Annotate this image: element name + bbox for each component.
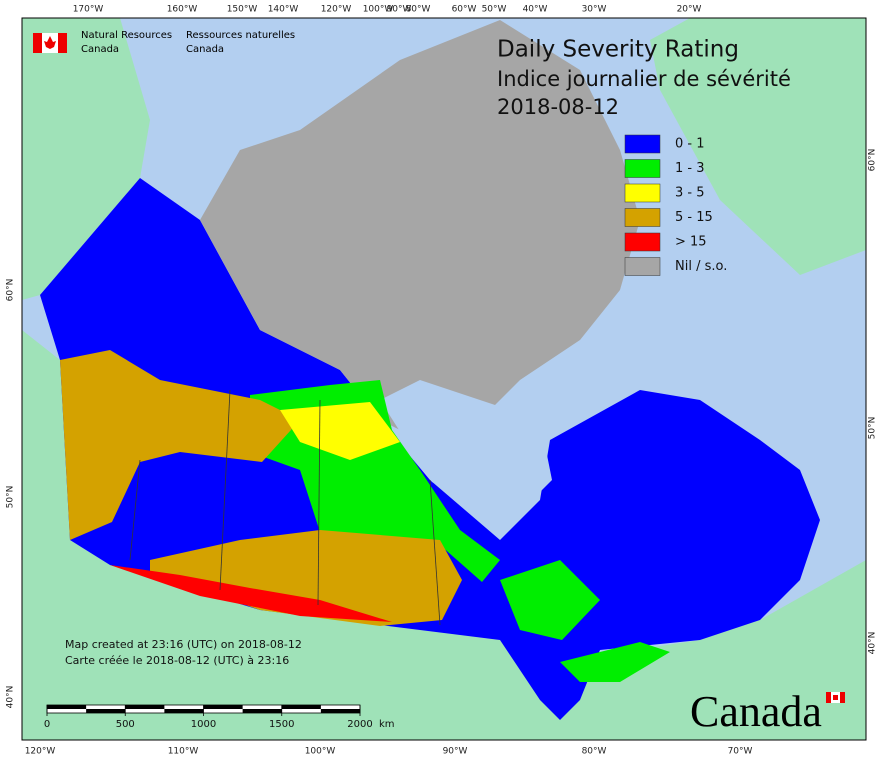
flag-bar — [58, 33, 67, 53]
flag-bar — [826, 692, 831, 703]
longitude-label: 90°W — [387, 5, 412, 15]
scale-bar-segment — [203, 705, 243, 709]
scale-tick-label: 2000 — [347, 719, 372, 730]
greenland — [650, 18, 866, 275]
scale-bar-segment — [47, 705, 87, 709]
org-name: Canada — [186, 44, 224, 55]
scale-bar: 0 500 1000 1500 2000 km — [44, 704, 395, 730]
scale-tick-label: 1500 — [269, 719, 294, 730]
nrcan-signature: Natural Resources Canada Ressources natu… — [33, 30, 295, 55]
region-yellow — [280, 402, 400, 460]
longitude-label: 40°W — [523, 5, 548, 15]
graticule-labels: 170°W 160°W 150°W 140°W 120°W 100°W90°W80°W 60… — [6, 5, 878, 757]
maple-leaf — [44, 36, 56, 49]
scale-tick-label: 500 — [116, 719, 135, 730]
scale-unit: km — [379, 719, 395, 730]
scale-bar-segment — [125, 705, 165, 709]
legend-label: 3 - 5 — [675, 186, 705, 201]
latitude-label: 60°N — [868, 149, 878, 172]
map-title: Indice journalier de sévérité — [497, 67, 791, 91]
legend-label: 5 - 15 — [675, 210, 713, 225]
longitude-label: 90°W — [443, 747, 468, 757]
arctic-nil — [200, 20, 640, 450]
scale-bar-segment — [320, 709, 360, 713]
province-borders — [317, 399, 321, 606]
flag-bar — [840, 692, 845, 703]
scale-bar-segment — [242, 709, 282, 713]
longitude-label: 140°W — [268, 5, 299, 15]
alaska — [22, 18, 150, 300]
credit: Carte créée le 2018-08-12 (UTC) à 23:16 — [65, 654, 289, 667]
usa — [22, 330, 866, 740]
region-green-east — [500, 560, 600, 640]
scale-bar-segment — [164, 709, 204, 713]
latitude-label: 40°N — [6, 686, 16, 709]
longitude-label: 170°W — [73, 5, 104, 15]
org-name: Ressources naturelles — [186, 30, 295, 41]
hudson-bay — [380, 380, 552, 512]
longitude-label: 120°W — [25, 747, 56, 757]
longitude-label: 50°W — [482, 5, 507, 15]
maple-leaf — [833, 695, 838, 700]
legend-swatch — [624, 183, 661, 203]
province-borders — [429, 479, 441, 626]
region-orange-west — [60, 350, 300, 540]
latitude-label: 50°N — [868, 417, 878, 440]
latitude-label: 40°N — [868, 632, 878, 655]
legend-label: > 15 — [675, 235, 707, 250]
credit: Map created at 23:16 (UTC) on 2018-08-12 — [65, 638, 302, 651]
legend-label: 0 - 1 — [675, 137, 705, 152]
flag-bar — [33, 33, 42, 53]
province-borders — [129, 459, 141, 561]
scale-tick-label: 1000 — [191, 719, 216, 730]
legend-label: 1 - 3 — [675, 161, 705, 176]
longitude-label: 120°W — [321, 5, 352, 15]
legend-swatch — [624, 208, 661, 227]
latitude-label: 60°N — [6, 279, 16, 302]
longitude-label: 150°W — [227, 5, 258, 15]
region-orange-prairie — [150, 530, 462, 626]
map-frame — [21, 17, 867, 741]
legend: 0 - 1 1 - 3 3 - 5 5 - 15 > 15 Nil / s.o. — [624, 134, 727, 276]
map-date: 2018-08-12 — [497, 95, 619, 119]
legend-swatch — [624, 159, 661, 178]
longitude-label: 100°W — [305, 747, 336, 757]
longitude-label: 20°W — [677, 5, 702, 15]
legend-swatch — [624, 257, 661, 276]
longitude-label: 80°W — [406, 5, 431, 15]
longitude-label: 100°W — [363, 5, 394, 15]
longitude-label: 80°W — [582, 747, 607, 757]
scale-bar-segment — [86, 709, 126, 713]
scale-tick-label: 0 — [44, 719, 50, 730]
wordmark-flag — [826, 692, 845, 703]
legend-swatch — [624, 134, 661, 154]
org-name: Canada — [81, 44, 119, 55]
longitude-label: 30°W — [582, 5, 607, 15]
legend-swatch — [624, 232, 661, 252]
longitude-label: 160°W — [167, 5, 198, 15]
latitude-label: 50°N — [6, 486, 16, 509]
longitude-label: 70°W — [728, 747, 753, 757]
map-title: Daily Severity Rating — [497, 37, 739, 63]
scale-bar-segment — [281, 705, 321, 709]
province-borders — [219, 389, 231, 591]
org-name: Natural Resources — [81, 30, 172, 41]
wordmark: Canada — [690, 687, 822, 736]
region-red — [110, 565, 392, 622]
longitude-label: 110°W — [168, 747, 199, 757]
region-green-south — [560, 642, 670, 682]
legend-label: Nil / s.o. — [675, 259, 727, 274]
longitude-label: 60°W — [452, 5, 477, 15]
